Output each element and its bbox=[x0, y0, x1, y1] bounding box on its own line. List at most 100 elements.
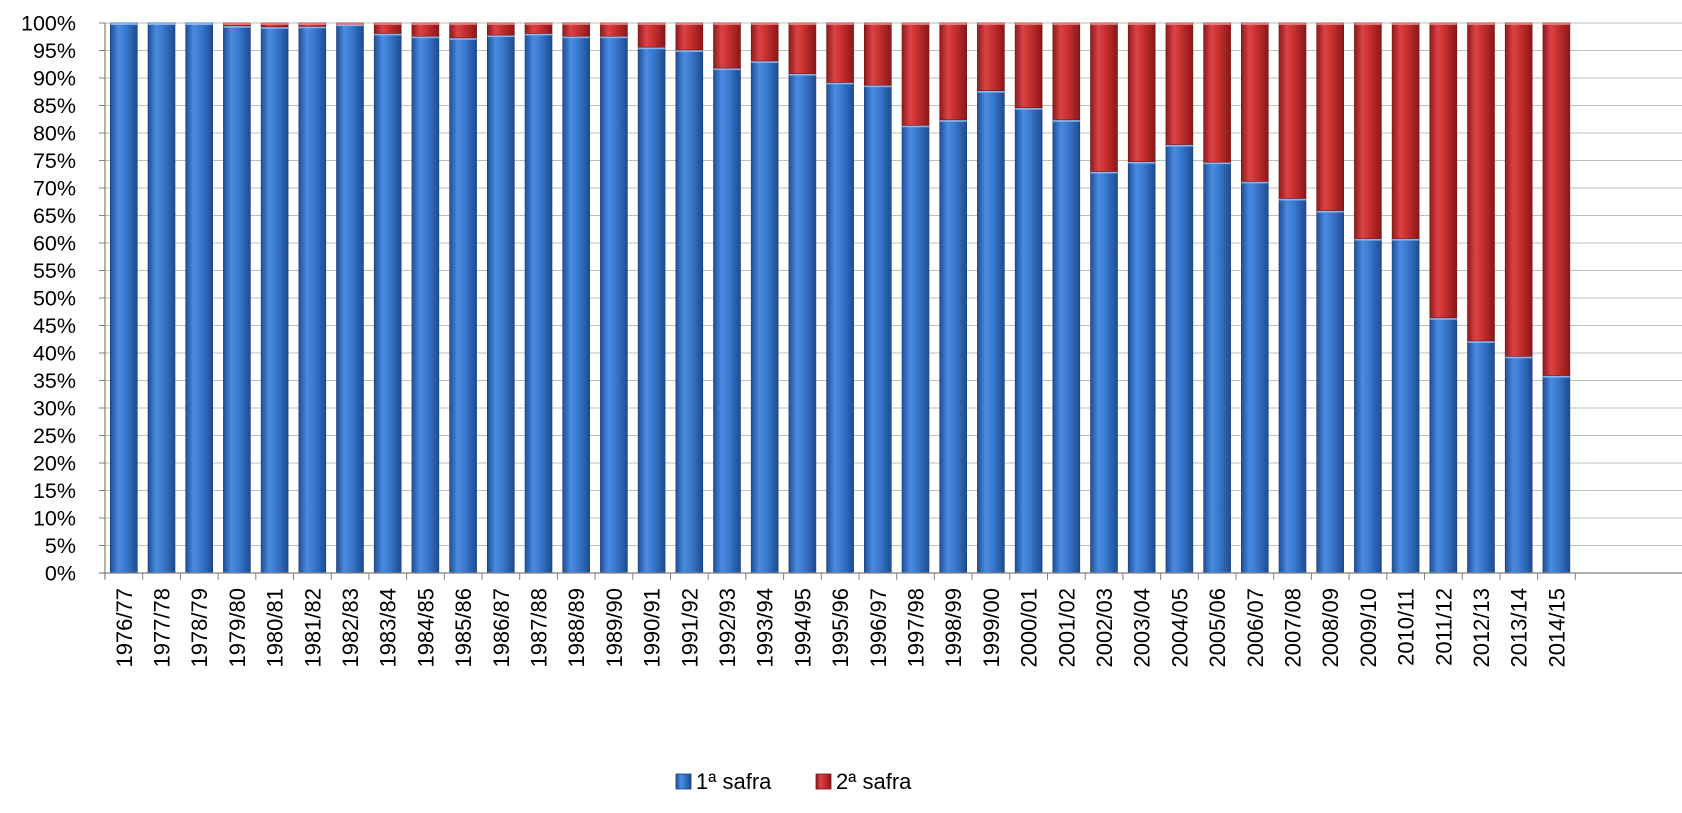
bar-series-2 bbox=[1467, 22, 1495, 342]
bar-top-highlight bbox=[1392, 238, 1420, 241]
bar-top-highlight bbox=[1467, 340, 1495, 343]
bar-series-1 bbox=[826, 82, 854, 574]
bar-series-1 bbox=[1090, 171, 1118, 574]
bar-top-highlight bbox=[148, 23, 175, 25]
bar-top-highlight bbox=[1279, 198, 1306, 201]
bar-top-highlight bbox=[675, 23, 703, 25]
x-tick-label: 1990/91 bbox=[640, 588, 665, 668]
bar-top-highlight bbox=[487, 35, 515, 38]
y-tick-label: 35% bbox=[33, 369, 76, 393]
bar-series-1 bbox=[185, 22, 213, 574]
bar-top-highlight bbox=[1429, 23, 1457, 25]
bar-series-1 bbox=[901, 125, 930, 574]
y-tick-label: 75% bbox=[33, 149, 76, 173]
y-tick-label: 85% bbox=[33, 94, 76, 118]
y-tick-label: 70% bbox=[33, 177, 76, 201]
y-tick-label: 100% bbox=[21, 12, 76, 36]
bar-series-1 bbox=[524, 33, 553, 574]
x-tick-label: 1979/80 bbox=[225, 588, 250, 668]
bar-top-highlight bbox=[261, 23, 289, 25]
x-tick-label: 2005/06 bbox=[1205, 588, 1230, 668]
bar-top-highlight bbox=[1203, 162, 1231, 165]
bar-top-highlight bbox=[1429, 317, 1457, 320]
bar-series-2 bbox=[449, 22, 477, 39]
bar-top-highlight bbox=[713, 23, 741, 25]
y-tick-label: 40% bbox=[33, 342, 76, 366]
bar-top-highlight bbox=[1505, 23, 1533, 25]
x-tick-label: 1996/97 bbox=[866, 588, 891, 668]
bar-series-1 bbox=[977, 90, 1005, 574]
bar-series-1 bbox=[1127, 161, 1156, 574]
y-tick-label: 0% bbox=[45, 562, 76, 586]
bar-top-highlight bbox=[1015, 23, 1043, 25]
bar-top-highlight bbox=[1090, 23, 1118, 25]
bar-top-highlight bbox=[487, 23, 515, 25]
bar-series-2 bbox=[1090, 22, 1118, 172]
bar-series-2 bbox=[863, 22, 892, 86]
bar-series-1 bbox=[1165, 144, 1194, 574]
x-tick-label: 1987/88 bbox=[527, 588, 552, 668]
bar-series-2 bbox=[637, 22, 666, 48]
bar-top-highlight bbox=[1354, 23, 1382, 25]
x-tick-label: 2010/11 bbox=[1394, 588, 1419, 666]
bar-top-highlight bbox=[374, 33, 402, 36]
x-tick-label: 1981/82 bbox=[300, 588, 325, 668]
bar-top-highlight bbox=[1241, 23, 1269, 25]
bar-top-highlight bbox=[411, 23, 439, 25]
bar-series-2 bbox=[1203, 22, 1231, 163]
bar-series-2 bbox=[1316, 22, 1344, 211]
y-tick-label: 25% bbox=[33, 424, 76, 448]
x-tick-label: 2007/08 bbox=[1281, 588, 1306, 668]
bar-top-highlight bbox=[902, 125, 929, 128]
bar-top-highlight bbox=[1505, 356, 1533, 359]
bar-top-highlight bbox=[1467, 23, 1495, 25]
bar-series-1 bbox=[411, 35, 440, 574]
bar-top-highlight bbox=[939, 23, 967, 25]
x-tick-label: 1989/90 bbox=[602, 588, 627, 668]
bar-series-2 bbox=[1165, 22, 1194, 145]
bar-series-2 bbox=[826, 22, 854, 83]
bar-top-highlight bbox=[1354, 238, 1382, 241]
bar-top-highlight bbox=[977, 23, 1005, 25]
x-tick-label: 2009/10 bbox=[1356, 588, 1381, 668]
y-tick-label: 5% bbox=[45, 534, 76, 558]
bar-top-highlight bbox=[1316, 210, 1344, 213]
x-tick-label: 2003/04 bbox=[1130, 588, 1155, 668]
x-tick-labels: 1976/77 1977/78 1978/79 1979/80 1980/81 1981/… bbox=[112, 588, 1570, 668]
bar-series-1 bbox=[1467, 340, 1495, 574]
bar-top-highlight bbox=[1392, 23, 1420, 25]
bar-top-highlight bbox=[675, 49, 703, 52]
bar-top-highlight bbox=[1316, 23, 1344, 25]
bar-series-2 bbox=[1504, 22, 1533, 357]
bar-series-2 bbox=[901, 22, 930, 126]
y-tick-label: 60% bbox=[33, 232, 76, 256]
x-tick-label: 2012/13 bbox=[1469, 588, 1494, 668]
x-tick-label: 1999/00 bbox=[979, 588, 1004, 668]
bar-series-1 bbox=[939, 119, 968, 574]
bar-top-highlight bbox=[1090, 171, 1118, 174]
bar-series-2 bbox=[788, 22, 817, 74]
bar-top-highlight bbox=[638, 23, 666, 25]
bar-series-1 bbox=[449, 37, 477, 574]
x-tick-label: 1977/78 bbox=[150, 588, 175, 668]
bar-series-2 bbox=[1542, 22, 1571, 376]
bar-top-highlight bbox=[864, 23, 892, 25]
bar-top-highlight bbox=[751, 23, 779, 25]
x-tick-label: 1982/83 bbox=[338, 588, 363, 668]
bar-top-highlight bbox=[110, 23, 138, 25]
y-tick-label: 95% bbox=[33, 39, 76, 63]
bar-series-1 bbox=[637, 46, 666, 574]
bar-series-1 bbox=[1014, 107, 1043, 574]
bar-top-highlight bbox=[562, 23, 590, 25]
legend: 1ª safra 2ª safra bbox=[675, 769, 912, 794]
bar-series-1 bbox=[373, 33, 402, 574]
y-tick-label: 65% bbox=[33, 204, 76, 228]
bar-top-highlight bbox=[600, 36, 628, 39]
bar-top-highlight bbox=[1165, 23, 1193, 25]
bar-series-2 bbox=[1354, 22, 1382, 239]
bar-top-highlight bbox=[600, 23, 628, 25]
bar-series-1 bbox=[1504, 355, 1533, 574]
bar-series-1 bbox=[110, 22, 138, 574]
x-tick-label: 1997/98 bbox=[904, 588, 929, 668]
bar-top-highlight bbox=[336, 23, 364, 25]
